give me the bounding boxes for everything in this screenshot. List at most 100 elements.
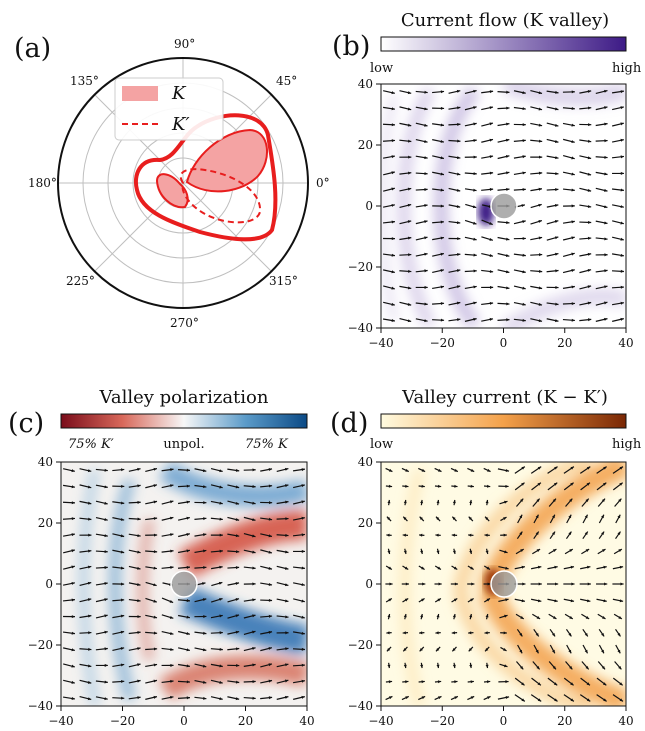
vector-arrowhead: [603, 565, 607, 569]
vector-arrowhead: [153, 663, 158, 667]
vector-arrowhead: [585, 549, 590, 553]
vector-arrowhead: [186, 632, 190, 635]
vector-arrowhead: [536, 665, 540, 670]
vector-arrowhead: [521, 204, 525, 208]
vector-arrowhead: [424, 172, 428, 176]
vector-arrowhead: [620, 205, 624, 209]
vector-arrowhead: [571, 172, 575, 176]
vector-arrowhead: [619, 482, 623, 486]
vector-arrowhead: [170, 679, 174, 683]
vector-arrowhead: [505, 566, 509, 570]
panel-d-vector-field: [385, 466, 624, 702]
vector-arrowhead: [419, 631, 423, 635]
vector-arrowhead: [487, 468, 491, 472]
vector-arrowhead: [137, 615, 141, 619]
vector-arrowhead: [391, 220, 395, 224]
vector-arrowhead: [169, 615, 174, 619]
vector-arrowhead: [487, 582, 491, 586]
y-tick-label: 20: [358, 516, 373, 530]
vector-arrowhead: [587, 139, 592, 143]
vector-arrowhead: [604, 188, 608, 192]
vector-arrowhead: [440, 106, 445, 110]
vector-arrowhead: [285, 517, 289, 521]
vector-arrowhead: [519, 514, 523, 519]
vector-arrowhead: [473, 301, 477, 305]
vector-arrowhead: [571, 582, 575, 586]
vector-arrowhead: [219, 664, 223, 668]
vector-arrowhead: [424, 156, 428, 160]
vector-arrowhead: [301, 615, 305, 619]
vector-arrowhead: [522, 123, 526, 127]
vector-arrowhead: [601, 531, 605, 536]
vector-arrowhead: [137, 696, 141, 700]
vector-arrowhead: [71, 533, 75, 537]
vector-arrowhead: [538, 269, 543, 273]
vector-arrowhead: [620, 188, 624, 192]
vector-arrowhead: [489, 155, 494, 159]
vector-arrowhead: [489, 138, 493, 142]
panel-b-title: Current flow (K valley): [401, 10, 609, 31]
vector-arrowhead: [620, 317, 624, 321]
vector-arrowhead: [219, 469, 223, 473]
vector-arrowhead: [437, 566, 441, 570]
vector-arrowhead: [601, 498, 606, 503]
vector-arrowhead: [469, 613, 473, 618]
vector-arrowhead: [437, 598, 441, 602]
vector-arrowhead: [503, 517, 507, 521]
vector-arrowhead: [570, 599, 575, 603]
panel-b: (b) Current flow (K valley) low high −40…: [332, 10, 642, 350]
x-tick-label: −20: [430, 336, 455, 350]
vector-arrowhead: [387, 499, 391, 504]
vector-arrowhead: [71, 469, 75, 473]
angle-label-135: 135°: [70, 74, 99, 88]
vector-arrowhead: [473, 221, 477, 225]
vector-arrowhead: [424, 269, 428, 273]
vector-arrowhead: [619, 599, 624, 603]
vector-arrowhead: [284, 566, 289, 570]
vector-arrowhead: [473, 139, 477, 143]
vector-arrowhead: [618, 549, 622, 553]
vector-arrowhead: [407, 187, 412, 191]
vector-arrowhead: [137, 663, 141, 667]
vector-arrowhead: [235, 647, 240, 651]
vector-arrowhead: [437, 696, 442, 700]
vector-arrowhead: [585, 665, 589, 670]
vector-arrowhead: [555, 188, 559, 192]
vector-arrowhead: [120, 534, 125, 538]
legend-k-label: K: [171, 83, 187, 104]
vector-arrowhead: [520, 665, 524, 670]
vector-arrowhead: [301, 500, 305, 504]
vector-arrowhead: [620, 171, 624, 175]
vector-arrowhead: [587, 89, 592, 93]
y-tick-label: 20: [358, 138, 373, 152]
vector-arrowhead: [489, 90, 494, 94]
vector-arrowhead: [153, 533, 158, 537]
vector-arrowhead: [505, 254, 510, 257]
vector-arrowhead: [153, 631, 158, 635]
vector-arrowhead: [536, 498, 540, 503]
vector-arrowhead: [301, 695, 305, 699]
vector-arrowhead: [519, 632, 523, 637]
vector-arrowhead: [471, 582, 475, 586]
vector-arrowhead: [203, 517, 207, 521]
vector-arrowhead: [485, 550, 489, 555]
vector-arrowhead: [389, 582, 393, 586]
vector-arrowhead: [88, 533, 92, 537]
vector-arrowhead: [285, 599, 289, 603]
vector-arrowhead: [421, 566, 425, 570]
vector-arrowhead: [186, 533, 190, 536]
vector-arrowhead: [391, 253, 395, 257]
vector-arrowhead: [538, 286, 543, 290]
vector-arrowhead: [402, 533, 406, 537]
vector-arrowhead: [554, 565, 558, 569]
vector-arrowhead: [202, 648, 207, 652]
vector-arrowhead: [301, 583, 305, 587]
vector-arrowhead: [452, 613, 456, 618]
vector-arrowhead: [505, 680, 509, 684]
vector-arrowhead: [421, 468, 426, 472]
vector-arrowhead: [473, 317, 477, 321]
vector-arrowhead: [620, 138, 624, 142]
vector-arrowhead: [137, 583, 141, 587]
vector-arrowhead: [170, 484, 174, 488]
vector-arrowhead: [554, 203, 559, 207]
